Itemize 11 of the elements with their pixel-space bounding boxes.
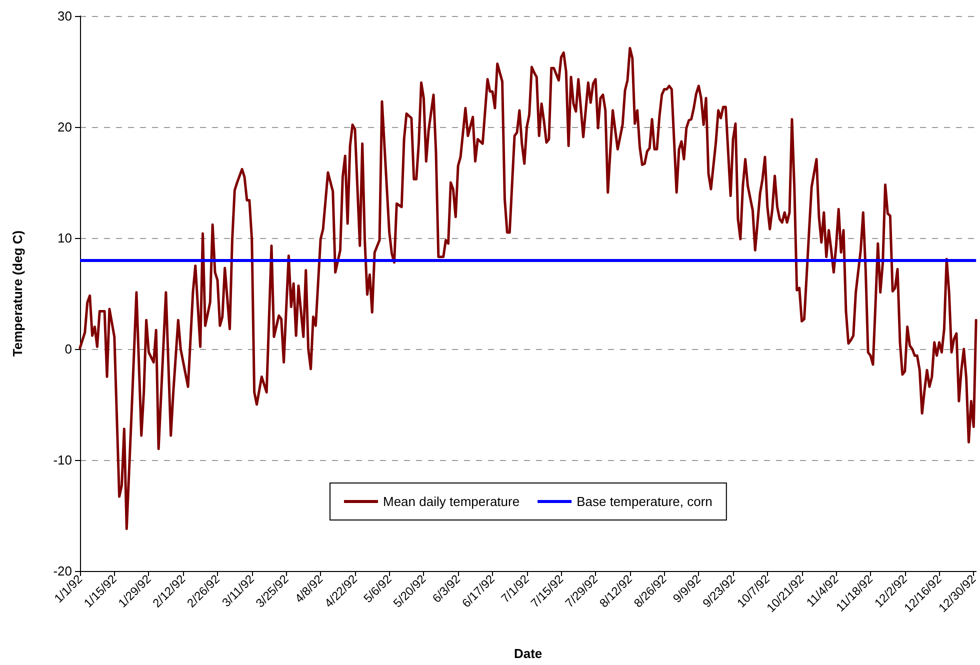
legend-label: Mean daily temperature — [383, 494, 520, 509]
y-tick-label: 10 — [58, 230, 72, 246]
y-tick-label: -10 — [53, 452, 72, 468]
x-axis-title: Date — [514, 646, 542, 661]
legend-label: Base temperature, corn — [576, 494, 712, 509]
y-tick-label: -20 — [53, 564, 72, 578]
y-tick-label: 0 — [64, 342, 72, 356]
line-series — [78, 46, 978, 530]
y-tick-label: 20 — [58, 120, 72, 134]
y-tick-label: 30 — [58, 8, 72, 24]
y-axis-title: Temperature (deg C) — [10, 230, 25, 357]
